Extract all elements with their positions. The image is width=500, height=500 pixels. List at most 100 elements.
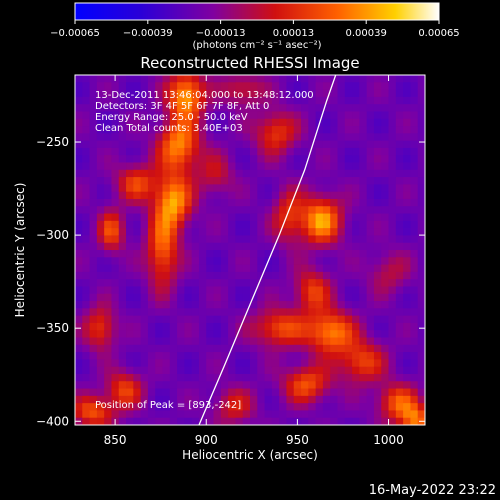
heatmap-cell [395, 198, 404, 207]
heatmap-cell [162, 395, 171, 404]
heatmap-cell [308, 301, 317, 309]
heatmap-cell [352, 111, 360, 120]
heatmap-cell [322, 308, 331, 317]
heatmap-cell [403, 344, 411, 353]
heatmap-cell [388, 162, 397, 171]
heatmap-cell [330, 206, 338, 214]
heatmap-cell [213, 344, 222, 353]
heatmap-cell [126, 410, 134, 419]
heatmap-cell [264, 133, 273, 142]
heatmap-cell [257, 301, 265, 309]
heatmap-cell [395, 395, 404, 404]
heatmap-cell [359, 410, 368, 419]
heatmap-cell [315, 184, 324, 193]
heatmap-cell [359, 279, 368, 287]
heatmap-cell [111, 133, 120, 142]
heatmap-cell [301, 82, 309, 90]
heatmap-cell [359, 388, 368, 397]
heatmap-cell [177, 373, 185, 382]
heatmap-cell [293, 264, 302, 273]
heatmap-cell [155, 403, 163, 411]
heatmap-cell [330, 177, 338, 185]
heatmap-cell [410, 147, 419, 156]
heatmap-cell [388, 75, 397, 83]
heatmap-cell [257, 286, 265, 295]
heatmap-cell [264, 96, 273, 105]
heatmap-cell [75, 373, 83, 382]
heatmap-cell [352, 133, 360, 142]
heatmap-cell [177, 301, 185, 309]
heatmap-cell [417, 366, 425, 375]
heatmap-cell [213, 308, 222, 317]
heatmap-cell [213, 257, 222, 265]
heatmap-cell [271, 235, 280, 244]
heatmap-cell [184, 330, 193, 338]
heatmap-cell [96, 271, 105, 280]
heatmap-cell [344, 308, 353, 317]
heatmap-cell [155, 308, 163, 317]
heatmap-cell [235, 330, 244, 338]
heatmap-cell [410, 213, 419, 222]
heatmap-image [75, 75, 425, 425]
heatmap-cell [89, 126, 98, 134]
heatmap-cell [293, 228, 302, 236]
heatmap-cell [293, 352, 302, 360]
heatmap-cell [395, 162, 404, 171]
heatmap-cell [279, 118, 287, 127]
heatmap-cell [366, 242, 375, 251]
heatmap-cell [198, 75, 207, 83]
heatmap-cell [410, 242, 419, 251]
heatmap-cell [381, 133, 389, 142]
heatmap-cell [184, 220, 193, 229]
heatmap-cell [155, 322, 163, 331]
heatmap-cell [344, 140, 353, 149]
heatmap-cell [82, 89, 90, 98]
heatmap-cell [162, 359, 171, 368]
heatmap-cell [162, 140, 171, 149]
heatmap-cell [126, 395, 134, 404]
heatmap-cell [322, 250, 331, 258]
heatmap-cell [235, 82, 244, 90]
heatmap-cell [169, 104, 178, 112]
heatmap-cell [155, 315, 163, 324]
heatmap-cell [169, 366, 178, 375]
heatmap-cell [315, 147, 324, 156]
heatmap-cell [388, 228, 397, 236]
heatmap-cell [89, 213, 98, 222]
heatmap-cell [366, 337, 375, 346]
heatmap-cell [417, 155, 425, 163]
heatmap-cell [118, 206, 127, 214]
heatmap-cell [366, 301, 375, 309]
heatmap-cell [198, 140, 207, 149]
heatmap-cell [322, 366, 331, 375]
heatmap-cell [184, 155, 193, 163]
heatmap-cell [308, 96, 317, 105]
heatmap-cell [191, 322, 200, 331]
heatmap-cell [162, 257, 171, 265]
heatmap-cell [220, 155, 229, 163]
heatmap-cell [344, 271, 353, 280]
heatmap-cell [155, 162, 163, 171]
heatmap-cell [126, 228, 134, 236]
heatmap-cell [220, 330, 229, 338]
heatmap-cell [410, 395, 419, 404]
heatmap-cell [417, 403, 425, 411]
heatmap-cell [322, 198, 331, 207]
heatmap-cell [75, 82, 83, 90]
heatmap-cell [184, 359, 193, 368]
heatmap-cell [220, 315, 229, 324]
heatmap-cell [257, 220, 265, 229]
heatmap-cell [286, 344, 295, 353]
heatmap-cell [104, 96, 112, 105]
heatmap-cell [104, 271, 112, 280]
heatmap-cell [75, 301, 83, 309]
heatmap-cell [104, 228, 112, 236]
heatmap-cell [111, 330, 120, 338]
heatmap-cell [147, 417, 156, 425]
heatmap-cell [417, 213, 425, 222]
heatmap-cell [271, 264, 280, 273]
heatmap-cell [279, 352, 287, 360]
heatmap-cell [140, 308, 149, 317]
heatmap-cell [417, 344, 425, 353]
heatmap-cell [417, 395, 425, 404]
